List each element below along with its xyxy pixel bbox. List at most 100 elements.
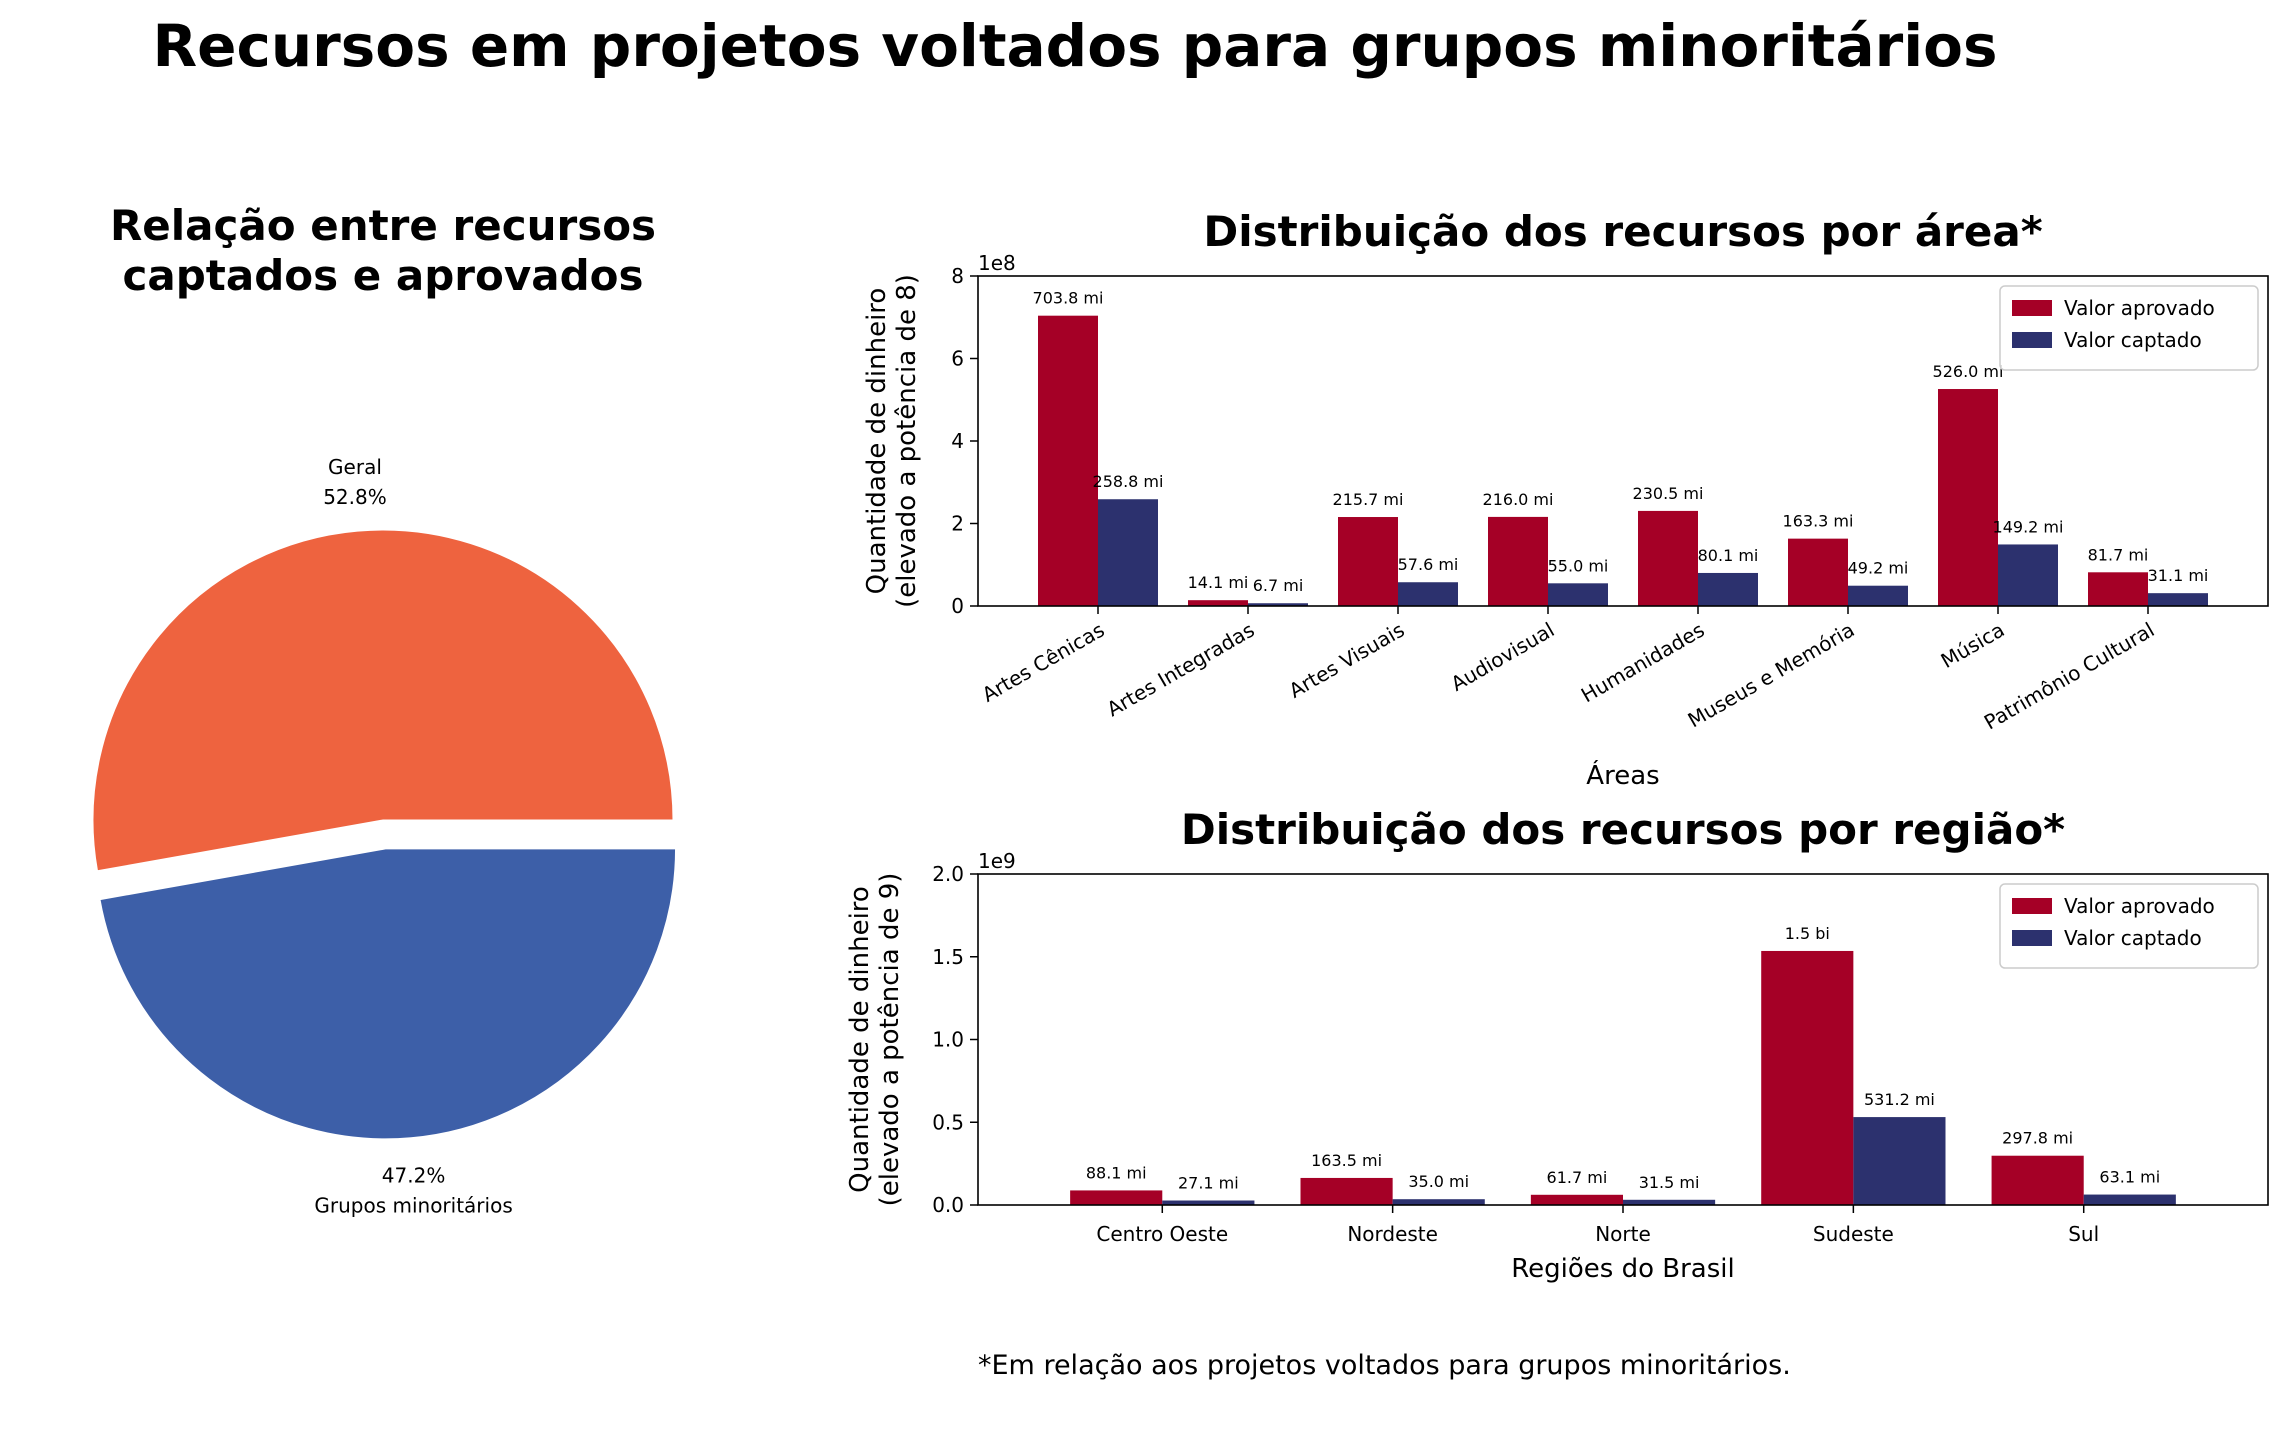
- y-tick-label: 1.5: [932, 945, 964, 969]
- area-bar-chart: Distribuição dos recursos por área* 0 2 4 6 8…: [862, 207, 2269, 791]
- pie-slice: [99, 848, 677, 1140]
- x-tick-label: Nordeste: [1347, 1222, 1438, 1246]
- bar-data-label: 6.7 mi: [1253, 576, 1304, 595]
- legend-swatch: [2012, 898, 2052, 914]
- y-axis-label: (elevado a potência de 8): [892, 274, 922, 608]
- legend-swatch: [2012, 930, 2052, 946]
- y-tick-label: 1.0: [932, 1028, 964, 1052]
- legend-label: Valor captado: [2064, 926, 2202, 950]
- bar: [1300, 1177, 1393, 1205]
- legend-label: Valor aprovado: [2064, 894, 2215, 918]
- x-tick-label: Audiovisual: [1447, 618, 1559, 696]
- y-tick-label: 6: [951, 347, 964, 371]
- pie-title: captados e aprovados: [123, 251, 644, 300]
- x-axis-label: Áreas: [1586, 759, 1659, 791]
- y-tick-label: 0.5: [932, 1110, 964, 1134]
- pie-slice: [92, 529, 674, 872]
- bar: [1338, 517, 1398, 606]
- pie-title: Relação entre recursos: [110, 201, 656, 250]
- x-tick-label: Artes Visuais: [1285, 618, 1409, 703]
- bar: [1530, 1194, 1623, 1205]
- y-tick-label: 4: [951, 429, 964, 453]
- y-offset-label: 1e8: [978, 251, 1016, 275]
- bar-data-label: 63.1 mi: [2099, 1168, 2160, 1187]
- bar: [1488, 516, 1548, 606]
- bar-data-label: 49.2 mi: [1848, 559, 1909, 578]
- bar: [1070, 1190, 1163, 1205]
- x-tick-label: Sudeste: [1813, 1222, 1894, 1246]
- x-tick-label: Norte: [1595, 1222, 1651, 1246]
- bar: [2088, 572, 2148, 606]
- bar: [1398, 582, 1458, 606]
- y-tick-label: 2: [951, 512, 964, 536]
- y-tick-label: 8: [951, 264, 964, 288]
- bar: [1623, 1199, 1716, 1205]
- bar: [1392, 1199, 1485, 1205]
- bar-data-label: 80.1 mi: [1698, 546, 1759, 565]
- bar: [1761, 950, 1854, 1205]
- bar-data-label: 61.7 mi: [1547, 1168, 1608, 1187]
- bar-data-label: 1.5 bi: [1785, 924, 1830, 943]
- figure-title: Recursos em projetos voltados para grupo…: [152, 12, 1998, 80]
- x-tick-label: Patrimônio Cultural: [1980, 618, 2159, 735]
- pie-percent-label: 47.2%: [382, 1164, 446, 1188]
- bar: [1098, 499, 1158, 606]
- y-axis-label: (elevado a potência de 9): [875, 873, 905, 1207]
- bar: [1998, 544, 2058, 606]
- x-tick-label: Museus e Memória: [1684, 618, 1859, 733]
- bar: [1548, 583, 1608, 606]
- y-axis-label: Quantidade de dinheiro: [862, 288, 892, 595]
- x-tick-label: Sul: [2068, 1222, 2099, 1246]
- bar-data-label: 88.1 mi: [1086, 1163, 1147, 1182]
- bar-data-label: 703.8 mi: [1033, 289, 1104, 308]
- bar: [1788, 538, 1848, 606]
- bar-data-label: 27.1 mi: [1178, 1174, 1239, 1193]
- y-tick-label: 0: [951, 594, 964, 618]
- bar-data-label: 35.0 mi: [1408, 1172, 1469, 1191]
- region-bar-chart: Distribuição dos recursos por região* 0.0…: [845, 805, 2269, 1284]
- y-axis-label: Quantidade de dinheiro: [845, 886, 875, 1193]
- bar-data-label: 526.0 mi: [1933, 362, 2004, 381]
- bar-data-label: 55.0 mi: [1548, 556, 1609, 575]
- bar: [1248, 603, 1308, 606]
- x-tick-label: Artes Integradas: [1103, 618, 1259, 722]
- bar-data-label: 149.2 mi: [1993, 517, 2064, 536]
- bar: [2148, 593, 2208, 606]
- legend-label: Valor aprovado: [2064, 296, 2215, 320]
- bar-data-label: 297.8 mi: [2002, 1129, 2073, 1148]
- x-axis-label: Regiões do Brasil: [1511, 1254, 1734, 1284]
- bar: [1848, 585, 1908, 606]
- pie-percent-label: 52.8%: [323, 485, 387, 509]
- bar-data-label: 31.1 mi: [2148, 566, 2209, 585]
- plot-frame: [977, 873, 2269, 1206]
- x-tick-label: Centro Oeste: [1096, 1222, 1228, 1246]
- y-offset-label: 1e9: [978, 849, 1016, 873]
- chart-title: Distribuição dos recursos por região*: [1181, 805, 2065, 854]
- bar: [1938, 389, 1998, 606]
- y-tick-label: 0.0: [932, 1193, 964, 1217]
- chart-title: Distribuição dos recursos por área*: [1203, 207, 2042, 256]
- bar-data-label: 81.7 mi: [2088, 545, 2149, 564]
- legend-box: [1999, 285, 2259, 371]
- bar: [1698, 572, 1758, 606]
- bar: [1638, 510, 1698, 606]
- pie-slice-label: Geral: [328, 455, 382, 479]
- legend-box: [1999, 883, 2259, 969]
- legend-swatch: [2012, 300, 2052, 316]
- bar-data-label: 57.6 mi: [1398, 555, 1459, 574]
- legend-label: Valor captado: [2064, 328, 2202, 352]
- bar-data-label: 14.1 mi: [1188, 573, 1249, 592]
- bar: [1188, 600, 1248, 606]
- bar-data-label: 230.5 mi: [1633, 484, 1704, 503]
- bar-data-label: 31.5 mi: [1639, 1173, 1700, 1192]
- bar: [1991, 1155, 2084, 1205]
- bar-data-label: 215.7 mi: [1333, 490, 1404, 509]
- bar-data-label: 258.8 mi: [1093, 472, 1164, 491]
- footnote: *Em relação aos projetos voltados para g…: [978, 1350, 1791, 1381]
- x-tick-label: Música: [1937, 618, 2009, 673]
- bar-data-label: 163.3 mi: [1783, 512, 1854, 531]
- bar-data-label: 163.5 mi: [1311, 1151, 1382, 1170]
- bar: [1162, 1200, 1255, 1205]
- legend-swatch: [2012, 332, 2052, 348]
